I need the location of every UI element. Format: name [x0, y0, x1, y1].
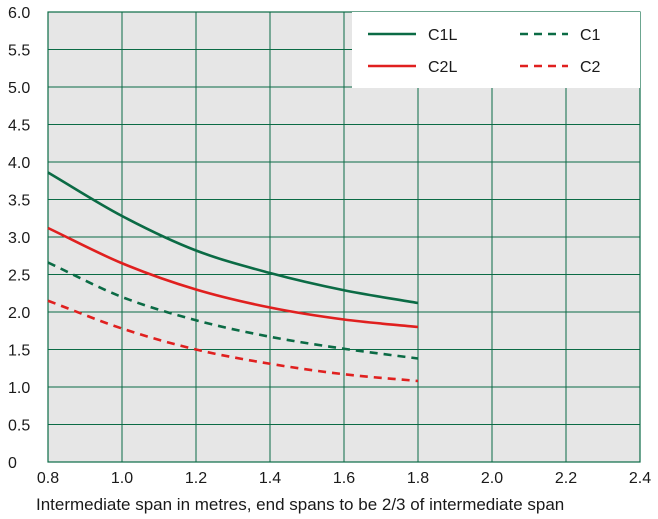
y-tick-label: 0.5 — [8, 418, 30, 435]
x-tick-label: 1.6 — [333, 470, 355, 487]
y-tick-label: 4.5 — [8, 118, 30, 135]
legend: C1L C1 C2L C2 — [352, 12, 640, 88]
y-tick-label: 1.0 — [8, 380, 30, 397]
y-axis-tick-labels: 0 0.5 1.0 1.5 2.0 2.5 3.0 3.5 4.0 4.5 5.0 5.5 6.0 — [8, 5, 30, 472]
x-tick-label: 0.8 — [37, 470, 59, 487]
series-layer — [47, 171, 419, 383]
series-line-c2l — [47, 226, 419, 329]
legend-label-c2: C2 — [580, 59, 601, 76]
y-tick-label: 6.0 — [8, 5, 30, 22]
series-line-c1 — [47, 261, 419, 360]
legend-label-c1l: C1L — [428, 27, 457, 44]
legend-label-c2l: C2L — [428, 59, 457, 76]
x-tick-label: 1.2 — [185, 470, 207, 487]
x-tick-label: 1.0 — [111, 470, 133, 487]
x-tick-label: 2.2 — [555, 470, 577, 487]
legend-label-c1: C1 — [580, 27, 601, 44]
y-tick-label: 2.5 — [8, 268, 30, 285]
series-line-c1l — [47, 171, 419, 305]
x-tick-label: 2.0 — [481, 470, 503, 487]
plot-border — [47, 11, 641, 463]
y-tick-label: 2.0 — [8, 305, 30, 322]
y-tick-label: 4.0 — [8, 155, 30, 172]
y-tick-label: 1.5 — [8, 343, 30, 360]
y-tick-label: 5.0 — [8, 80, 30, 97]
y-tick-label: 0 — [8, 455, 17, 472]
x-tick-label: 2.4 — [629, 470, 651, 487]
y-tick-label: 3.0 — [8, 230, 30, 247]
series-line-c2 — [47, 299, 419, 383]
y-tick-label: 3.5 — [8, 193, 30, 210]
y-tick-label: 5.5 — [8, 43, 30, 60]
x-tick-label: 1.4 — [259, 470, 281, 487]
x-axis-tick-labels: 0.8 1.0 1.2 1.4 1.6 1.8 2.0 2.2 2.4 — [37, 470, 651, 487]
x-tick-label: 1.8 — [407, 470, 429, 487]
legend-box — [352, 12, 640, 88]
x-axis-label: Intermediate span in metres, end spans t… — [36, 495, 564, 514]
